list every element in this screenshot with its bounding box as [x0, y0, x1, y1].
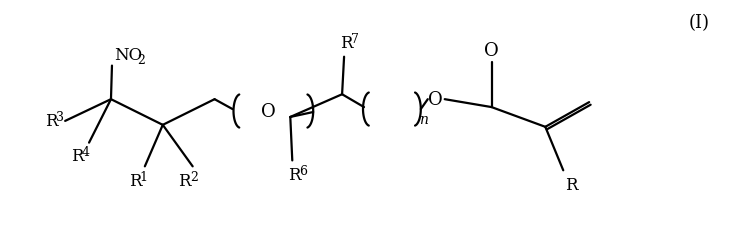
Text: R: R — [128, 172, 141, 189]
Text: 4: 4 — [82, 145, 90, 158]
Text: 1: 1 — [140, 170, 148, 183]
Text: 6: 6 — [299, 164, 308, 177]
Text: 2: 2 — [189, 170, 197, 183]
Text: R: R — [565, 176, 578, 193]
Text: 7: 7 — [351, 33, 359, 46]
Text: 3: 3 — [57, 111, 64, 124]
Text: R: R — [288, 166, 300, 183]
Text: O: O — [261, 103, 276, 121]
Text: O: O — [429, 91, 443, 109]
Text: (I): (I) — [688, 14, 709, 32]
Text: O: O — [484, 42, 499, 59]
Text: R: R — [71, 147, 84, 164]
Text: R: R — [45, 113, 57, 130]
Text: n: n — [419, 112, 428, 126]
Text: R: R — [178, 172, 191, 189]
Text: 2: 2 — [137, 54, 145, 67]
Text: NO: NO — [114, 47, 142, 64]
Text: R: R — [340, 35, 352, 52]
